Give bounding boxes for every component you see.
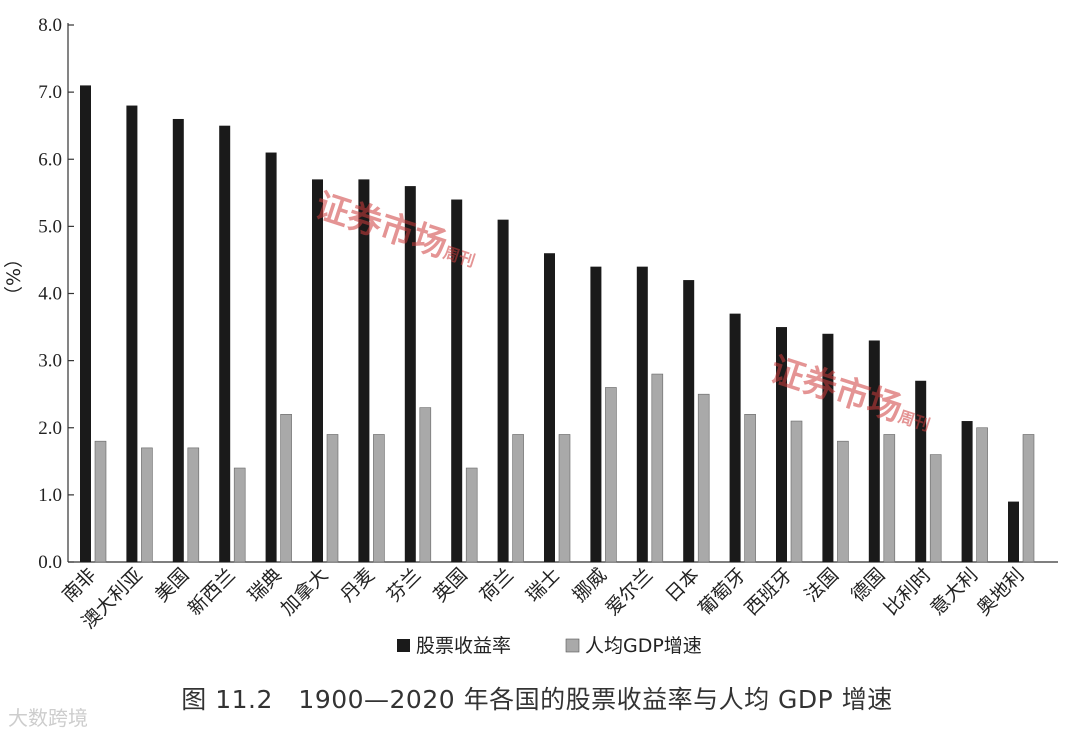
- x-category-label: 加拿大: [276, 563, 333, 620]
- bar-stock-return: [961, 421, 973, 562]
- bar-chart: 0.0 1.0 2.0 3.0 4.0 5.0 6.0 7.0 8.0 南非澳大利亚 美国新西兰瑞…: [3, 15, 1058, 657]
- bar-stock-return: [404, 186, 416, 562]
- bar-gdp-growth: [141, 447, 153, 563]
- bar-gdp-growth: [280, 414, 292, 563]
- source-watermark: 大数跨境: [8, 706, 88, 730]
- bar-gdp-growth: [929, 454, 942, 563]
- y-tick-label: 8.0: [38, 15, 62, 36]
- y-tick-label: 6.0: [38, 149, 62, 170]
- bar-gdp-growth: [883, 434, 896, 563]
- y-tick-label: 7.0: [38, 82, 62, 103]
- bar-stock-return: [544, 253, 555, 562]
- bar-gdp-growth: [512, 434, 524, 563]
- x-category-label: 西班牙: [741, 564, 797, 620]
- bar-stock-return: [590, 266, 602, 562]
- bar-gdp-growth: [373, 434, 385, 563]
- bar-stock-return: [358, 179, 370, 562]
- bar-gdp-growth: [419, 407, 432, 563]
- x-category-label: 英国: [429, 564, 471, 606]
- bar-gdp-growth: [976, 427, 988, 563]
- legend-label-gdp-growth: 人均GDP增速: [585, 635, 702, 657]
- bar-stock-return: [636, 266, 648, 562]
- chart-bars: [80, 85, 1035, 563]
- x-category-label: 法国: [800, 564, 842, 606]
- bar-stock-return: [729, 313, 741, 562]
- bar-gdp-growth: [558, 434, 571, 563]
- x-category-label: 丹麦: [336, 564, 378, 606]
- bar-stock-return: [172, 118, 184, 562]
- y-tick-label: 2.0: [38, 418, 62, 439]
- bar-stock-return: [451, 199, 463, 562]
- bar-stock-return: [126, 105, 138, 563]
- x-category-label: 芬兰: [383, 564, 425, 606]
- bar-stock-return: [683, 280, 695, 562]
- x-category-label: 爱尔兰: [601, 564, 657, 620]
- bar-stock-return: [219, 125, 231, 562]
- bar-stock-return: [776, 327, 787, 562]
- x-category-label: 比利时: [880, 564, 936, 620]
- bar-gdp-growth: [837, 440, 849, 563]
- bar-gdp-growth: [1022, 434, 1035, 563]
- bar-gdp-growth: [94, 440, 107, 563]
- bar-stock-return: [265, 152, 277, 562]
- chart-axes: 0.0 1.0 2.0 3.0 4.0 5.0 6.0 7.0 8.0: [38, 15, 1058, 573]
- bar-gdp-growth: [697, 393, 710, 563]
- bar-gdp-growth: [233, 467, 246, 563]
- x-category-label: 葡萄牙: [694, 564, 750, 620]
- y-tick-label: 4.0: [38, 284, 62, 305]
- bar-stock-return: [80, 85, 91, 562]
- x-category-labels: 南非澳大利亚 美国新西兰 瑞典加拿大 丹麦 芬兰 英国 荷兰 瑞士 挪威爱尔兰 日本葡萄牙西班牙法…: [58, 563, 1028, 633]
- bar-gdp-growth: [790, 420, 803, 563]
- bar-stock-return: [822, 333, 834, 562]
- bar-gdp-growth: [326, 434, 339, 563]
- bar-gdp-growth: [605, 387, 617, 563]
- bar-stock-return: [868, 340, 880, 562]
- bar-stock-return: [915, 380, 927, 562]
- y-tick-label: 1.0: [38, 485, 62, 506]
- bar-gdp-growth: [744, 414, 756, 563]
- x-category-label: 新西兰: [184, 564, 240, 620]
- x-category-label: 意大利: [926, 564, 982, 620]
- y-tick-label: 5.0: [38, 216, 62, 237]
- bar-stock-return: [312, 179, 323, 562]
- bar-stock-return: [497, 219, 509, 562]
- legend-swatch-gdp-growth: [565, 638, 580, 653]
- x-category-label: 瑞士: [522, 564, 564, 606]
- legend-swatch-stock-return: [397, 639, 410, 652]
- legend: 股票收益率 人均GDP增速: [397, 635, 702, 657]
- bar-gdp-growth: [187, 447, 200, 563]
- bar-gdp-growth: [465, 467, 478, 563]
- legend-label-stock-return: 股票收益率: [416, 635, 511, 657]
- x-category-label: 荷兰: [476, 564, 518, 606]
- figure-caption: 图 11.2 1900—2020 年各国的股票收益率与人均 GDP 增速: [181, 685, 893, 714]
- bar-gdp-growth: [651, 373, 664, 563]
- y-axis-label: （%）: [3, 249, 25, 305]
- y-tick-label: 3.0: [38, 351, 62, 372]
- y-tick-label: 0.0: [38, 552, 62, 573]
- x-category-label: 奥地利: [973, 564, 1029, 620]
- bar-stock-return: [1008, 501, 1019, 562]
